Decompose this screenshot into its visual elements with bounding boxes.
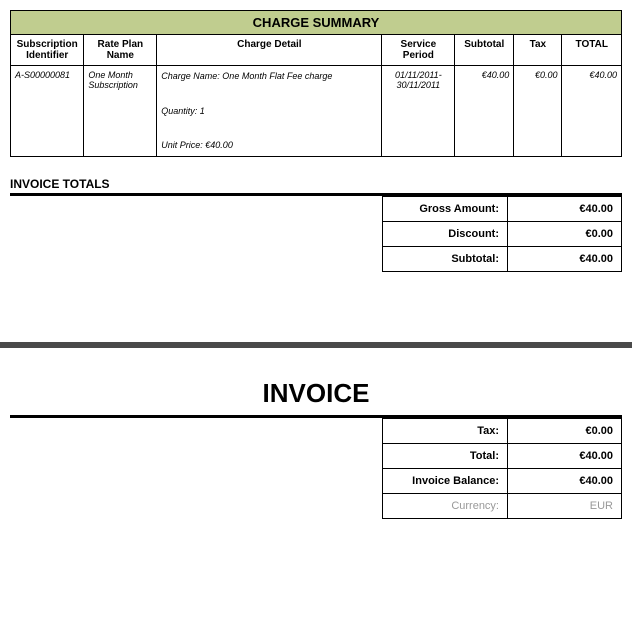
invoice-summary-table: Tax: €0.00 Total: €40.00 Invoice Balance… [382, 418, 622, 519]
invoice-totals-title: INVOICE TOTALS [10, 177, 622, 191]
page-break-bar [0, 342, 632, 348]
tax-value: €0.00 [508, 418, 622, 443]
col-header-total: TOTAL [562, 35, 621, 66]
invoice-title: INVOICE [10, 378, 622, 409]
currency-label: Currency: [383, 493, 508, 518]
gross-amount-value: €40.00 [508, 196, 622, 221]
cell-plan: One Month Subscription [84, 66, 157, 156]
invoice-totals-table: Gross Amount: €40.00 Discount: €0.00 Sub… [382, 196, 622, 272]
subtotal-value: €40.00 [508, 246, 622, 271]
detail-unit-price: Unit Price: €40.00 [161, 139, 377, 152]
col-header-plan: Rate Plan Name [84, 35, 157, 66]
total-value: €40.00 [508, 443, 622, 468]
tax-label: Tax: [383, 418, 508, 443]
charge-summary-title: CHARGE SUMMARY [11, 11, 621, 35]
cell-tax: €0.00 [514, 66, 562, 156]
charge-summary-box: CHARGE SUMMARY Subscription Identifier R… [10, 10, 622, 157]
col-header-detail: Charge Detail [157, 35, 382, 66]
subtotal-label: Subtotal: [383, 246, 508, 271]
col-header-subtotal: Subtotal [455, 35, 514, 66]
invoice-totals-wrap: Gross Amount: €40.00 Discount: €0.00 Sub… [10, 196, 622, 272]
invoice-summary-wrap: Tax: €0.00 Total: €40.00 Invoice Balance… [10, 418, 622, 519]
charge-summary-table: Subscription Identifier Rate Plan Name C… [11, 35, 621, 156]
cell-total: €40.00 [562, 66, 621, 156]
gross-amount-label: Gross Amount: [383, 196, 508, 221]
cell-subscription: A-S00000081 [11, 66, 84, 156]
discount-label: Discount: [383, 221, 508, 246]
total-label: Total: [383, 443, 508, 468]
detail-quantity: Quantity: 1 [161, 105, 377, 118]
cell-subtotal: €40.00 [455, 66, 514, 156]
balance-value: €40.00 [508, 468, 622, 493]
detail-charge-name: Charge Name: One Month Flat Fee charge [161, 70, 377, 83]
currency-value: EUR [508, 493, 622, 518]
discount-value: €0.00 [508, 221, 622, 246]
table-row: A-S00000081 One Month Subscription Charg… [11, 66, 621, 156]
col-header-tax: Tax [514, 35, 562, 66]
balance-label: Invoice Balance: [383, 468, 508, 493]
cell-detail: Charge Name: One Month Flat Fee charge Q… [157, 66, 382, 156]
col-header-period: Service Period [382, 35, 455, 66]
cell-period: 01/11/2011-30/11/2011 [382, 66, 455, 156]
col-header-subscription: Subscription Identifier [11, 35, 84, 66]
